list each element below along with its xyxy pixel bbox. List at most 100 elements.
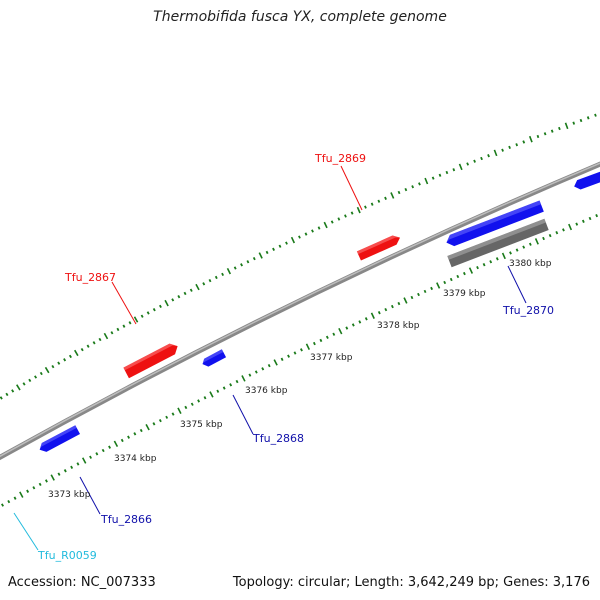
reverse-track-minor-tick (522, 245, 526, 249)
forward-track-minor-tick (221, 272, 225, 276)
forward-track-minor-tick (51, 364, 55, 369)
gray-feature-block[interactable] (447, 218, 549, 268)
forward-track-minor-tick (522, 140, 526, 144)
forward-track-minor-tick (404, 187, 408, 192)
reverse-track-minor-tick (101, 448, 105, 453)
forward-track-minor-tick (344, 214, 347, 218)
forward-track-minor-tick (473, 159, 476, 163)
forward-track-major-tick (258, 252, 263, 259)
forward-track-minor-tick (466, 162, 470, 166)
reverse-track-major-tick (568, 223, 573, 231)
reverse-track-minor-tick (267, 364, 271, 368)
scale-label-3378: 3378 kbp (377, 321, 420, 331)
forward-track-minor-tick (350, 211, 354, 215)
reverse-track-major-tick (338, 327, 343, 335)
forward-track-minor-tick (508, 145, 511, 150)
label-Tfu_2866[interactable]: Tfu_2866 (100, 513, 152, 526)
gene-Tfu_2867-block[interactable] (123, 341, 180, 379)
gene-Tfu_2866-block[interactable] (37, 425, 81, 454)
reverse-track-major-tick (19, 491, 24, 498)
genome-backbone (0, 161, 600, 461)
forward-track-minor-tick (146, 311, 150, 315)
reverse-track-major-tick (273, 359, 278, 366)
reverse-track-minor-tick (319, 338, 323, 343)
forward-track-major-tick (528, 135, 533, 143)
reverse-track-minor-tick (423, 289, 427, 294)
forward-track-minor-tick (438, 173, 442, 177)
reverse-track-minor-tick (575, 222, 579, 226)
reverse-track-minor-tick (495, 257, 499, 261)
reverse-track-major-tick (113, 440, 119, 447)
forward-track-major-tick (195, 283, 200, 291)
gene-Tfu_2869-block[interactable] (356, 233, 402, 261)
forward-track-minor-tick (5, 392, 9, 397)
reverse-track-minor-tick (197, 399, 201, 403)
forward-track-major-tick (164, 299, 169, 307)
forward-track-minor-tick (183, 291, 187, 296)
reverse-track-minor-tick (120, 438, 124, 443)
label-Tfu_R0059[interactable]: Tfu_R0059 (37, 549, 97, 562)
forward-track-major-tick (458, 163, 463, 171)
reverse-track-minor-tick (397, 301, 401, 306)
reverse-track-minor-tick (70, 465, 74, 470)
gene-partial-edge-block[interactable] (572, 168, 600, 191)
reverse-track-minor-tick (325, 335, 329, 340)
forward-track-minor-tick (445, 170, 449, 175)
reverse-track-minor-tick (57, 472, 61, 476)
forward-track-minor-tick (128, 321, 132, 325)
genome-backbone-highlight (0, 162, 600, 458)
forward-track-minor-tick (411, 185, 415, 189)
reverse-track-minor-tick (449, 277, 453, 282)
reverse-track-minor-tick (312, 341, 316, 346)
forward-track-minor-tick (550, 129, 554, 133)
forward-track-minor-tick (579, 118, 583, 123)
forward-track-minor-tick (214, 275, 218, 280)
forward-track-minor-tick (34, 375, 38, 379)
reverse-track-major-tick (305, 343, 311, 350)
reverse-track-minor-tick (377, 311, 381, 315)
forward-track-minor-tick (140, 314, 144, 318)
forward-track-minor-tick (208, 279, 212, 283)
gene-Tfu_2870-block[interactable] (444, 200, 544, 248)
reverse-track-minor-tick (165, 415, 169, 419)
reverse-track-minor-tick (293, 351, 297, 355)
reverse-track-minor-tick (417, 292, 420, 297)
reverse-track-minor-tick (235, 379, 239, 384)
forward-track-minor-tick (558, 126, 561, 131)
gene-Tfu_2868-block[interactable] (201, 349, 227, 368)
reverse-track-minor-tick (280, 357, 284, 361)
label-Tfu_2869[interactable]: Tfu_2869 (314, 152, 366, 165)
reverse-track-minor-tick (548, 233, 552, 238)
forward-track-major-tick (493, 149, 498, 157)
reverse-track-minor-tick (261, 367, 265, 371)
map-title: Thermobifida fusca YX, complete genome (153, 9, 447, 25)
forward-track-minor-tick (370, 202, 374, 206)
label-Tfu_2870[interactable]: Tfu_2870 (502, 304, 554, 317)
forward-track-minor-tick (337, 217, 341, 221)
reverse-track-major-tick (534, 238, 539, 245)
reverse-track-minor-tick (581, 219, 585, 223)
label-Tfu_2867[interactable]: Tfu_2867 (64, 271, 116, 284)
forward-track-major-tick (390, 192, 395, 199)
reverse-track-major-tick (436, 282, 441, 289)
forward-tick-track (0, 113, 597, 400)
forward-track-minor-tick (272, 247, 275, 252)
reverse-track-minor-tick (152, 422, 156, 426)
forward-track-major-tick (44, 366, 50, 374)
reverse-track-minor-tick (139, 428, 143, 433)
reverse-track-minor-tick (489, 260, 493, 264)
label-Tfu_2868[interactable]: Tfu_2868 (252, 432, 304, 445)
reverse-track-minor-tick (443, 280, 447, 285)
forward-track-minor-tick (515, 143, 519, 147)
reverse-track-minor-tick (158, 418, 162, 423)
reverse-track-minor-tick (13, 496, 17, 500)
reverse-track-minor-tick (63, 469, 67, 473)
leader-Tfu_R0059 (13, 512, 39, 551)
forward-track-minor-tick (265, 250, 269, 255)
reverse-track-minor-tick (364, 317, 368, 321)
forward-track-minor-tick (431, 176, 435, 180)
reverse-track-minor-tick (384, 308, 388, 312)
forward-track-minor-tick (317, 226, 321, 230)
reverse-track-major-tick (145, 424, 150, 431)
forward-track-minor-tick (330, 220, 334, 224)
